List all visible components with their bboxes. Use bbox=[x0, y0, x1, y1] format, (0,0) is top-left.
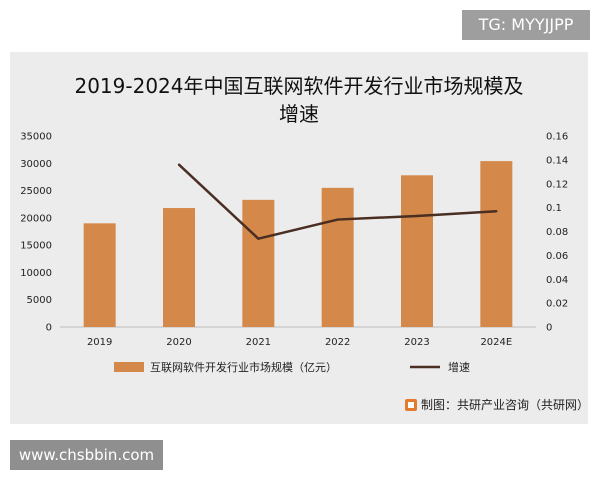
growth-point bbox=[495, 210, 498, 213]
chart-title-line-2: 增速 bbox=[279, 102, 319, 126]
y-left-tick-label: 10000 bbox=[20, 268, 52, 279]
y-right-tick-label: 0.08 bbox=[546, 227, 568, 238]
market-size-chart: 0 5000 10000 15000 20000 25000 30000 35000 0 0.02… bbox=[20, 132, 568, 375]
source-logo-icon bbox=[405, 398, 417, 411]
y-left-tick-label: 20000 bbox=[20, 213, 52, 224]
watermark-top-badge: TG: MYYJJPP bbox=[462, 10, 590, 40]
chart-panel: 2019-2024年中国互联网软件开发行业市场规模及 增速 0 5000 10000… bbox=[10, 52, 589, 424]
growth-point bbox=[336, 218, 339, 221]
bar bbox=[480, 161, 513, 327]
growth-point bbox=[257, 237, 260, 240]
y-right-tick-label: 0.04 bbox=[546, 275, 568, 286]
y-left-tick-label: 0 bbox=[46, 323, 52, 334]
y-left-tick-label: 5000 bbox=[27, 295, 52, 306]
y-right-tick-label: 0.02 bbox=[546, 299, 568, 310]
y-right-tick-label: 0.06 bbox=[546, 251, 568, 262]
bar bbox=[401, 175, 433, 327]
source-note: 制图：共研产业咨询（共研网） bbox=[405, 396, 589, 413]
x-tick-label: 2022 bbox=[325, 337, 350, 348]
y-right-tick-label: 0 bbox=[546, 323, 552, 334]
y-right-tick-label: 0.16 bbox=[546, 132, 568, 143]
y-right-tick-label: 0.14 bbox=[546, 155, 568, 166]
legend-line-label: 增速 bbox=[448, 360, 470, 374]
x-tick-label: 2021 bbox=[246, 337, 271, 348]
bar bbox=[242, 199, 275, 327]
watermark-bottom-badge: www.chsbbin.com bbox=[10, 440, 163, 470]
y-left-tick-label: 35000 bbox=[20, 132, 52, 143]
y-right-tick-label: 0.12 bbox=[546, 179, 568, 190]
bar bbox=[163, 208, 195, 327]
y-left-tick-label: 25000 bbox=[20, 186, 52, 197]
growth-point bbox=[177, 163, 181, 166]
y-left-tick-label: 15000 bbox=[20, 241, 52, 252]
growth-point bbox=[415, 214, 419, 218]
chart-title: 2019-2024年中国互联网软件开发行业市场规模及 增速 bbox=[30, 72, 568, 128]
bar bbox=[321, 187, 354, 327]
y-right-tick-label: 0.1 bbox=[546, 203, 562, 214]
bar bbox=[83, 223, 116, 327]
x-tick-label: 2024E bbox=[480, 337, 512, 348]
x-tick-label: 2023 bbox=[404, 337, 429, 348]
legend-bar-label: 互联网软件开发行业市场规模（亿元） bbox=[150, 360, 337, 374]
source-text: 制图：共研产业咨询（共研网） bbox=[420, 398, 589, 412]
x-tick-label: 2019 bbox=[87, 337, 112, 348]
legend-bar-swatch bbox=[114, 362, 144, 372]
y-left-tick-label: 30000 bbox=[20, 159, 52, 170]
chart-title-line-1: 2019-2024年中国互联网软件开发行业市场规模及 bbox=[74, 74, 524, 98]
x-tick-label: 2020 bbox=[166, 337, 191, 348]
